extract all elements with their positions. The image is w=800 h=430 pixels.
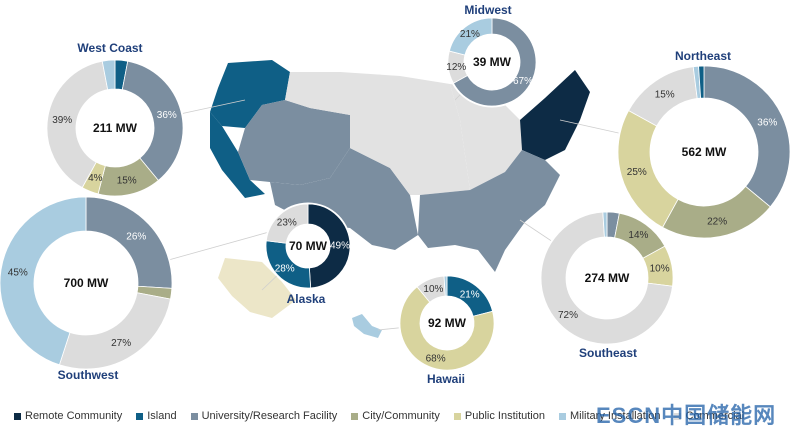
region-name-alaska: Alaska: [287, 292, 326, 306]
slice-midwest-university-research-facility: [452, 17, 537, 107]
slice-northeast-university-research-facility: [703, 65, 791, 208]
legend-swatch: [136, 412, 144, 420]
map-region-california: [210, 112, 265, 198]
slice-label: 15%: [655, 90, 675, 101]
slice-hawaii-military-installation: [443, 275, 448, 297]
region-name-hawaii: Hawaii: [427, 372, 465, 386]
legend-swatch: [190, 412, 198, 420]
donut-charts: 36% 15% 4% 39% 211 MW West Coast 67% 12% 21% 39 M…: [0, 3, 792, 386]
legend-label: Remote Community: [25, 410, 123, 422]
slice-label: 72%: [558, 310, 578, 321]
donut-total: 562 MW: [682, 145, 727, 159]
slice-hawaii-public-institution: [399, 286, 495, 371]
slice-label: 28%: [275, 263, 295, 274]
legend-item-remote-community: Remote Community: [14, 410, 122, 422]
slice-southeast-military-installation: [602, 211, 608, 238]
slice-northeast-island: [698, 65, 705, 99]
legend-label: Public Institution: [464, 410, 545, 422]
slice-label: 45%: [8, 268, 28, 279]
slice-label: 25%: [627, 167, 647, 178]
region-name-southeast: Southeast: [579, 346, 637, 360]
slice-southeast-commercial: [540, 211, 673, 345]
legend: Remote Community Island University/Researc…: [14, 408, 744, 424]
legend-label: Military Installation: [570, 410, 661, 422]
donut-total: 70 MW: [289, 239, 328, 253]
donut-west-coast: 36% 15% 4% 39% 211 MW West Coast: [45, 41, 185, 198]
donut-alaska: 49% 28% 23% 70 MW Alaska: [264, 202, 352, 306]
donut-southeast: 14% 10% 72% 274 MW Southeast: [539, 210, 675, 360]
map-region-midwest-east: [450, 84, 522, 190]
slice-label: 27%: [111, 338, 131, 349]
slice-label: 10%: [650, 264, 670, 275]
map-region-northeast: [520, 70, 590, 160]
legend-item-island: Island: [136, 410, 177, 422]
donut-midwest: 67% 12% 21% 39 MW Midwest: [446, 3, 538, 108]
slice-label: 26%: [126, 231, 146, 242]
legend-item-commercial: Commercial: [674, 410, 744, 422]
region-name-northeast: Northeast: [675, 49, 731, 63]
legend-label: Island: [147, 410, 177, 422]
slice-label: 23%: [277, 218, 297, 229]
legend-label: Commercial: [685, 410, 745, 422]
us-map: [210, 60, 590, 338]
legend-swatch: [14, 412, 21, 420]
map-region-northwest: [210, 60, 290, 128]
map-region-southeast: [418, 150, 560, 272]
watermark: ESCN中国储能网: [596, 403, 777, 428]
slice-alaska-remote-community: [307, 203, 351, 289]
legend-label: City/Community: [362, 410, 440, 422]
slice-label: 36%: [157, 110, 177, 121]
slice-label: 14%: [628, 230, 648, 241]
map-region-alaska: [218, 258, 296, 318]
region-name-southwest: Southwest: [58, 368, 119, 382]
region-name-west-coast: West Coast: [77, 41, 142, 55]
donut-hawaii: 21% 68% 10% 92 MW Hawaii: [398, 274, 496, 386]
slice-label: 15%: [117, 176, 137, 187]
slice-label: 21%: [460, 289, 480, 300]
slice-label: 68%: [426, 354, 446, 365]
donut-total: 211 MW: [93, 121, 138, 135]
map-region-plains: [285, 72, 470, 195]
slice-label: 36%: [757, 118, 777, 129]
slice-west-coast-commercial: [46, 60, 109, 189]
slice-label: 10%: [423, 284, 443, 295]
donut-total: 700 MW: [64, 276, 109, 290]
map-region-hawaii: [352, 314, 382, 338]
legend-swatch: [559, 412, 566, 420]
legend-swatch: [453, 412, 461, 420]
donut-total: 39 MW: [473, 55, 512, 69]
donut-total: 274 MW: [585, 271, 630, 285]
slice-southwest-military-installation: [0, 196, 87, 366]
legend-item-public-institution: Public Institution: [453, 410, 545, 422]
legend-label: University/Research Facility: [201, 410, 338, 422]
legend-swatch: [674, 412, 682, 420]
donut-southwest: 26% 27% 45% 700 MW Southwest: [0, 195, 174, 382]
map-region-mountain-west: [238, 100, 350, 185]
slice-west-coast-military-installation: [101, 59, 116, 91]
region-name-midwest: Midwest: [464, 3, 511, 17]
slice-label: 39%: [52, 115, 72, 126]
slice-label: 22%: [707, 216, 727, 227]
legend-item-city-community: City/Community: [351, 410, 440, 422]
map-region-southwest: [270, 148, 418, 250]
legend-item-military-installation: Military Installation: [559, 410, 660, 422]
slice-label: 67%: [513, 76, 533, 87]
slice-label: 4%: [88, 173, 103, 184]
donut-total: 92 MW: [428, 316, 467, 330]
legend-item-university-research-facility: University/Research Facility: [190, 410, 338, 422]
slice-alaska-commercial: [265, 203, 309, 244]
slice-label: 12%: [446, 62, 466, 73]
donut-northeast: 36% 22% 25% 15% 562 MW Northeast: [616, 49, 792, 240]
legend-swatch: [351, 412, 359, 420]
slice-west-coast-university-research-facility: [121, 60, 184, 181]
slice-label: 21%: [460, 29, 480, 40]
slice-label: 49%: [330, 241, 350, 252]
slice-midwest-military-installation: [448, 17, 493, 56]
